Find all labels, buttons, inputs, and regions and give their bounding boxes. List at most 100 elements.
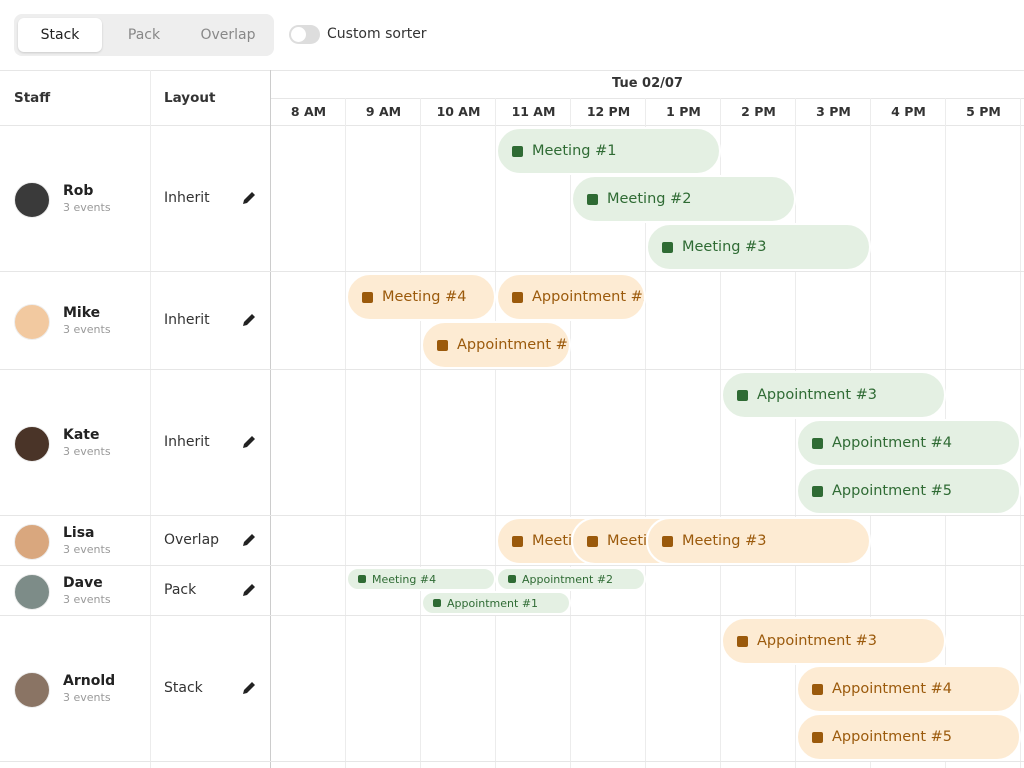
pencil-icon (243, 436, 255, 448)
event[interactable]: Meeting #3 (646, 517, 871, 565)
hour-grid-line (495, 98, 496, 768)
hour-label: 10 AM (436, 104, 481, 119)
row-layout: Stack (164, 680, 203, 696)
event-count: 3 events (63, 323, 111, 336)
header-bottom-border (0, 125, 1024, 126)
calendar-icon (512, 145, 523, 157)
row-border (0, 565, 1024, 566)
hour-grid-line (570, 98, 571, 768)
date-header: Tue 02/07 (612, 76, 683, 91)
calendar-icon (812, 731, 823, 743)
event[interactable]: Meeting #4 (346, 567, 496, 591)
event-title: Meeting #4 (372, 572, 437, 586)
event[interactable]: Meeting #1 (496, 127, 721, 175)
hour-grid-line (795, 98, 796, 768)
calendar-icon (737, 389, 748, 401)
edit-layout-button[interactable] (241, 532, 257, 548)
event-title: Appointment #1 (457, 337, 571, 353)
row-border (0, 615, 1024, 616)
event-count: 3 events (63, 543, 111, 556)
hour-label: 9 AM (365, 104, 402, 119)
calendar-icon (737, 635, 748, 647)
event-title: Appointment #5 (832, 483, 953, 499)
calendar-icon (662, 241, 673, 253)
edit-layout-button[interactable] (241, 190, 257, 206)
mode-button[interactable]: Pack (127, 27, 161, 43)
event-title: Meeting #4 (382, 289, 467, 305)
avatar (14, 574, 50, 610)
event[interactable]: Appointment #1 (421, 321, 571, 369)
event-count: 3 events (63, 445, 111, 458)
mode-button[interactable]: Overlap (200, 27, 256, 43)
calendar-icon (812, 437, 823, 449)
pencil-icon (243, 584, 255, 596)
hour-label: 4 PM (891, 104, 926, 119)
toggle-label: Custom sorter (327, 26, 427, 42)
event-title: Appointment #2 (532, 289, 646, 305)
event-title: Appointment #4 (832, 681, 953, 697)
calendar-icon (587, 193, 598, 205)
event-count: 3 events (63, 691, 111, 704)
event-count: 3 events (63, 593, 111, 606)
row-border (0, 515, 1024, 516)
event-title: Appointment #5 (832, 729, 953, 745)
event[interactable]: Meeting #3 (646, 223, 871, 271)
calendar-icon (812, 485, 823, 497)
event[interactable]: Appointment #5 (796, 713, 1021, 761)
row-layout: Inherit (164, 190, 210, 206)
event[interactable]: Appointment #2 (496, 567, 646, 591)
calendar-icon (587, 535, 598, 547)
row-layout: Inherit (164, 312, 210, 328)
header-top-border (0, 70, 1024, 71)
hour-label: 3 PM (816, 104, 851, 119)
event-title: Meeting #2 (607, 191, 692, 207)
event-title: Appointment #1 (447, 596, 539, 610)
pencil-icon (243, 314, 255, 326)
edit-layout-button[interactable] (241, 680, 257, 696)
calendar-icon (433, 599, 441, 607)
edit-layout-button[interactable] (241, 582, 257, 598)
edit-layout-button[interactable] (241, 434, 257, 450)
avatar (14, 524, 50, 560)
date-border (271, 98, 1024, 99)
staff-name: Dave (63, 575, 103, 591)
toggle-knob (291, 27, 306, 42)
row-layout: Overlap (164, 532, 220, 548)
staff-name: Kate (63, 427, 100, 443)
calendar-icon (812, 683, 823, 695)
row-border (0, 369, 1024, 370)
hour-label: 12 PM (586, 104, 631, 119)
hour-label: 2 PM (741, 104, 776, 119)
event[interactable]: Meeting #2 (571, 175, 796, 223)
calendar-icon (437, 339, 448, 351)
hour-label: 5 PM (966, 104, 1001, 119)
edit-layout-button[interactable] (241, 312, 257, 328)
row-layout: Inherit (164, 434, 210, 450)
event[interactable]: Appointment #3 (721, 371, 946, 419)
calendar-icon (362, 291, 373, 303)
event[interactable]: Appointment #4 (796, 419, 1021, 467)
event-title: Meeting #3 (682, 239, 767, 255)
hour-grid-line (1020, 98, 1021, 768)
event[interactable]: Meeting #4 (346, 273, 496, 321)
avatar (14, 304, 50, 340)
column-divider (150, 70, 151, 768)
event[interactable]: Appointment #5 (796, 467, 1021, 515)
mode-button[interactable]: Stack (18, 18, 102, 52)
event[interactable]: Appointment #4 (796, 665, 1021, 713)
event[interactable]: Appointment #2 (496, 273, 646, 321)
avatar (14, 426, 50, 462)
staff-name: Lisa (63, 525, 95, 541)
layout-mode-switch: Stack Pack Overlap (14, 14, 274, 56)
custom-sorter-toggle[interactable] (289, 25, 320, 44)
layout-header: Layout (164, 90, 216, 106)
staff-name: Arnold (63, 673, 116, 689)
event[interactable]: Appointment #1 (421, 591, 571, 615)
event-title: Appointment #4 (832, 435, 953, 451)
event[interactable]: Appointment #3 (721, 617, 946, 665)
calendar-icon (358, 575, 366, 583)
event-title: Appointment #3 (757, 387, 878, 403)
pencil-icon (243, 534, 255, 546)
pencil-icon (243, 192, 255, 204)
